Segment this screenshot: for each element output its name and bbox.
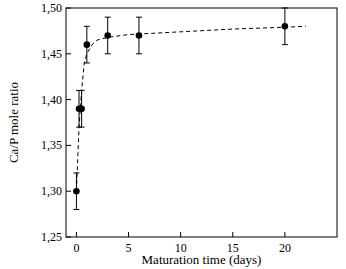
y-tick-label: 1,50	[41, 1, 62, 15]
y-tick-label: 1,35	[41, 138, 62, 152]
x-axis-label: Maturation time (days)	[142, 252, 262, 267]
error-bar	[105, 17, 111, 54]
error-bar	[282, 8, 288, 45]
x-tick-label: 0	[73, 241, 79, 255]
plot-frame	[66, 8, 337, 237]
y-tick-label: 1,45	[41, 47, 62, 61]
x-tick	[180, 232, 181, 237]
error-bar	[84, 26, 90, 63]
y-tick-label: 1,30	[41, 184, 62, 198]
x-tick-label: 20	[279, 241, 291, 255]
y-tick-label: 1,40	[41, 93, 62, 107]
data-point	[282, 23, 289, 30]
x-tick	[284, 232, 285, 237]
data-point	[78, 105, 85, 112]
y-axis-label: Ca/P mole ratio	[6, 82, 21, 163]
y-tick	[66, 237, 71, 238]
y-tick	[66, 53, 71, 54]
error-bar	[79, 90, 85, 127]
x-tick	[232, 232, 233, 237]
y-tick	[66, 191, 71, 192]
x-tick	[76, 232, 77, 237]
error-bar	[73, 173, 79, 210]
data-point	[136, 32, 143, 39]
y-tick	[66, 145, 71, 146]
plot-area	[73, 8, 306, 210]
x-tick-label: 5	[126, 241, 132, 255]
fit-line	[76, 26, 305, 191]
x-tick	[128, 232, 129, 237]
y-tick	[66, 8, 71, 9]
y-tick-label: 1,25	[41, 230, 62, 244]
data-point	[84, 41, 91, 48]
y-tick	[66, 99, 71, 100]
chart: 051015201,251,301,351,401,451,50Maturati…	[0, 0, 346, 269]
error-bar	[136, 17, 142, 54]
